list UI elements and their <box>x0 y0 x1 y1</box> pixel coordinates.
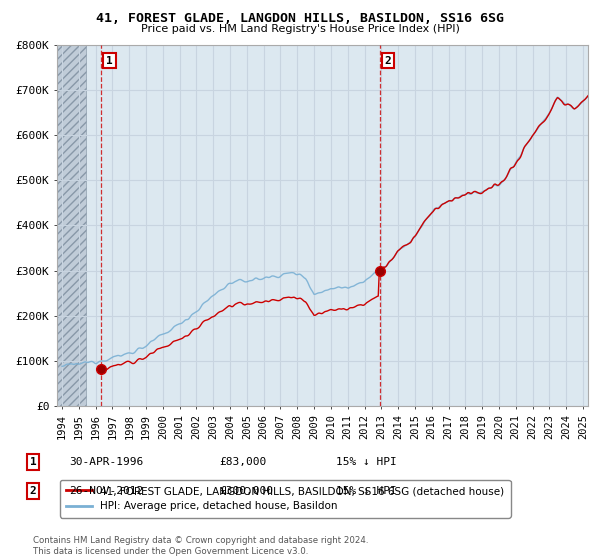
Text: 1: 1 <box>106 55 113 66</box>
Text: 26-NOV-2012: 26-NOV-2012 <box>69 486 143 496</box>
Text: 2: 2 <box>29 486 37 496</box>
Text: 1: 1 <box>29 457 37 467</box>
Text: Contains HM Land Registry data © Crown copyright and database right 2024.
This d: Contains HM Land Registry data © Crown c… <box>33 536 368 556</box>
Text: 41, FOREST GLADE, LANGDON HILLS, BASILDON, SS16 6SG: 41, FOREST GLADE, LANGDON HILLS, BASILDO… <box>96 12 504 25</box>
Text: £83,000: £83,000 <box>219 457 266 467</box>
Legend: 41, FOREST GLADE, LANGDON HILLS, BASILDON, SS16 6SG (detached house), HPI: Avera: 41, FOREST GLADE, LANGDON HILLS, BASILDO… <box>59 480 511 517</box>
Bar <box>57 45 86 406</box>
Text: 2: 2 <box>385 55 391 66</box>
Text: 15% ↓ HPI: 15% ↓ HPI <box>336 457 397 467</box>
Bar <box>57 45 86 406</box>
Text: £300,000: £300,000 <box>219 486 273 496</box>
Text: 30-APR-1996: 30-APR-1996 <box>69 457 143 467</box>
Text: 15% ↓ HPI: 15% ↓ HPI <box>336 486 397 496</box>
Text: Price paid vs. HM Land Registry's House Price Index (HPI): Price paid vs. HM Land Registry's House … <box>140 24 460 34</box>
